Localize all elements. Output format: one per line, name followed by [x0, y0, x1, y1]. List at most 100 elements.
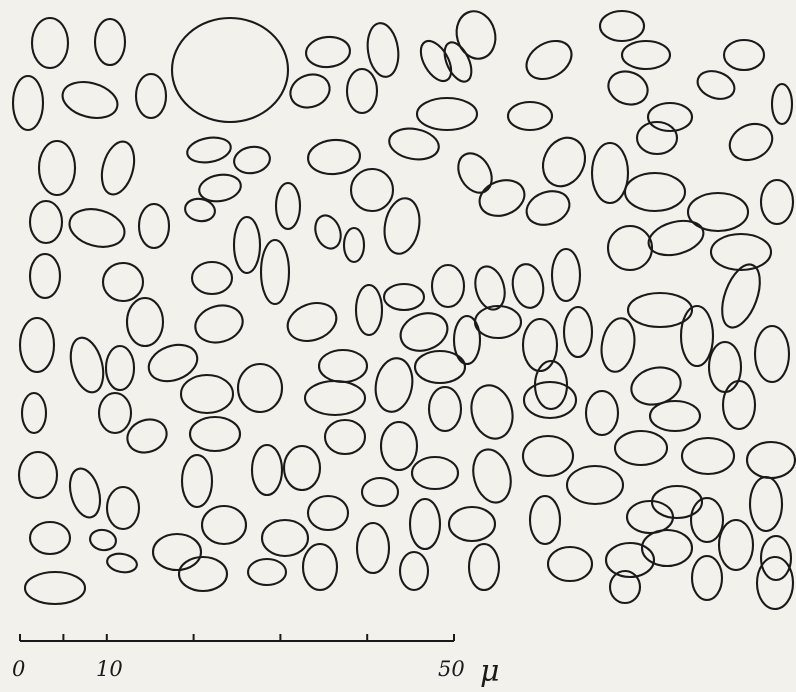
cell-outline: [686, 191, 750, 233]
cell-outline: [289, 73, 331, 109]
cell-outline: [709, 232, 773, 272]
cell-outline: [388, 127, 440, 161]
cell-outline: [525, 190, 571, 226]
cell-outline: [721, 379, 757, 431]
cell-outline: [707, 340, 743, 394]
cell-outline: [550, 247, 582, 303]
cell-outline: [679, 304, 715, 368]
cell-outline: [68, 208, 126, 248]
cell-outline: [366, 22, 400, 78]
cell-outline: [522, 380, 578, 420]
cell-outline: [383, 197, 421, 255]
cell-outline: [613, 429, 669, 467]
cell-outline: [690, 554, 724, 602]
cell-outline: [137, 202, 171, 250]
cell-outline: [104, 344, 136, 392]
cell-outline: [646, 101, 694, 133]
cell-outline: [61, 81, 119, 119]
cell-outline: [419, 39, 453, 83]
cell-outline: [467, 542, 501, 592]
cell-outline: [443, 41, 473, 83]
scale-label-10: 10: [96, 657, 123, 681]
cell-outline: [236, 362, 284, 414]
cell-outline: [303, 379, 367, 417]
cell-outline: [180, 453, 214, 509]
cell-outline: [680, 436, 736, 476]
cell-outline: [151, 532, 203, 572]
cell-outline: [307, 138, 361, 176]
cell-outline: [759, 178, 795, 226]
cell-outline: [186, 136, 232, 164]
cell-outline: [506, 100, 554, 132]
cell-outline: [410, 455, 460, 491]
cell-outline: [600, 317, 636, 373]
cell-outline: [620, 39, 672, 71]
cell-outline: [648, 399, 702, 433]
cell-outline: [382, 282, 426, 312]
cell-outline: [408, 497, 442, 551]
cell-outline: [721, 263, 761, 329]
scale-bar: 0 10 50 μ: [12, 634, 500, 689]
cell-outline: [521, 434, 575, 478]
cell-outline: [398, 550, 430, 592]
cell-outline: [342, 226, 366, 264]
cell-outline: [93, 17, 127, 67]
cell-outline: [635, 120, 679, 156]
cell-outline: [717, 518, 755, 572]
cell-outline: [745, 440, 796, 480]
cell-outline: [753, 324, 791, 384]
cell-outline: [125, 296, 165, 348]
scale-bar-ticks: [19, 634, 455, 641]
cell-outline: [728, 122, 774, 162]
scale-label-50: 50: [438, 657, 465, 681]
cell-outline: [457, 152, 493, 194]
cell-outlines: [11, 9, 796, 611]
cell-outline: [17, 450, 59, 500]
cell-outline: [68, 467, 102, 519]
cell-outline: [623, 171, 687, 213]
cell-outline: [565, 464, 625, 506]
cell-outline: [69, 336, 105, 394]
scale-unit-label: μ: [480, 654, 500, 689]
cell-outline: [188, 415, 242, 453]
cell-outline: [759, 534, 793, 582]
cell-outline: [374, 357, 414, 413]
cell-outline: [584, 389, 620, 437]
cell-outline: [198, 173, 242, 203]
cell-outline: [282, 444, 322, 492]
cell-outline: [630, 366, 682, 406]
cell-outline: [301, 542, 339, 592]
cell-outline: [430, 263, 466, 309]
cell-outline: [473, 304, 523, 340]
cell-outline: [179, 373, 235, 415]
cell-outline: [232, 215, 262, 275]
cell-outline: [470, 384, 514, 440]
cell-outline: [306, 494, 350, 532]
cell-outline: [134, 72, 168, 120]
cell-outline: [541, 136, 587, 188]
cell-outline: [323, 418, 367, 456]
cell-outline: [147, 343, 199, 383]
large-round-cell: [170, 16, 290, 124]
scale-label-0: 0: [12, 657, 25, 681]
cell-outline: [546, 545, 594, 583]
cell-outline: [625, 499, 675, 535]
cell-outline: [413, 349, 467, 385]
cell-outline: [37, 139, 77, 197]
cell-outline: [521, 317, 559, 373]
cell-outline: [427, 385, 463, 433]
cell-outline: [190, 260, 234, 296]
cell-outline: [345, 67, 379, 115]
cell-outline: [100, 140, 136, 196]
cell-outline: [640, 528, 694, 568]
cell-outline: [607, 70, 649, 106]
cell-outline: [647, 219, 705, 257]
cell-outline: [415, 96, 479, 132]
cell-outline: [608, 569, 642, 605]
cell-outline: [184, 197, 216, 223]
cell-outline: [28, 520, 72, 556]
cell-outline: [177, 555, 229, 593]
cell-outline: [28, 252, 62, 300]
cell-outline: [200, 504, 248, 546]
cell-outline: [472, 448, 512, 504]
